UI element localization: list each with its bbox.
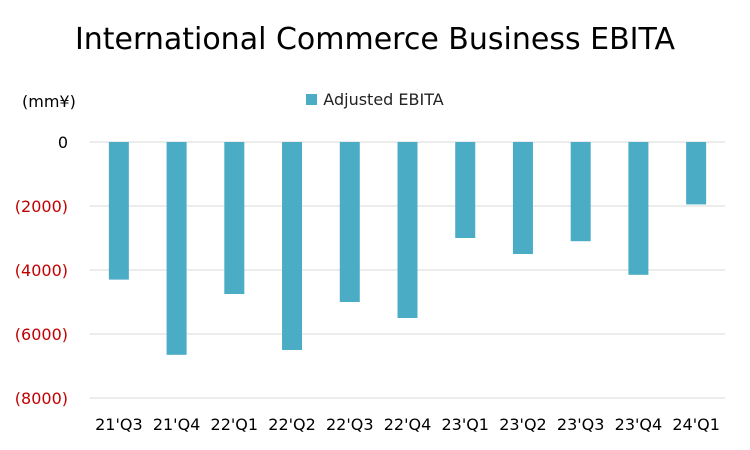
legend-swatch	[306, 94, 318, 105]
x-tick-label: 23'Q3	[557, 415, 605, 434]
x-tick-label: 23'Q4	[615, 415, 663, 434]
bar	[628, 142, 649, 275]
y-tick-label: (8000)	[15, 389, 68, 408]
bar	[339, 142, 360, 302]
legend: Adjusted EBITA	[0, 90, 750, 109]
bar	[570, 142, 591, 242]
x-tick-label: 22'Q1	[211, 415, 259, 434]
x-tick-label: 22'Q4	[384, 415, 432, 434]
x-tick-label: 21'Q4	[153, 415, 201, 434]
bar	[512, 142, 533, 254]
bar	[397, 142, 418, 318]
x-tick-label: 21'Q3	[95, 415, 143, 434]
y-tick-label: (4000)	[15, 261, 68, 280]
x-tick-label: 23'Q2	[499, 415, 547, 434]
bar	[282, 142, 303, 350]
y-tick-label: (6000)	[15, 325, 68, 344]
x-tick-label: 24'Q1	[672, 415, 720, 434]
bar	[455, 142, 476, 238]
x-tick-label: 22'Q2	[268, 415, 316, 434]
bar	[166, 142, 187, 355]
bar	[108, 142, 129, 280]
x-tick-label: 23'Q1	[441, 415, 489, 434]
bar	[224, 142, 245, 294]
y-axis-unit-label: (mm¥)	[22, 92, 76, 111]
chart-title: International Commerce Business EBITA	[74, 22, 676, 57]
y-tick-label: 0	[58, 133, 68, 152]
bar	[686, 142, 707, 205]
x-tick-label: 22'Q3	[326, 415, 374, 434]
y-tick-label: (2000)	[15, 197, 68, 216]
legend-label: Adjusted EBITA	[323, 90, 444, 109]
